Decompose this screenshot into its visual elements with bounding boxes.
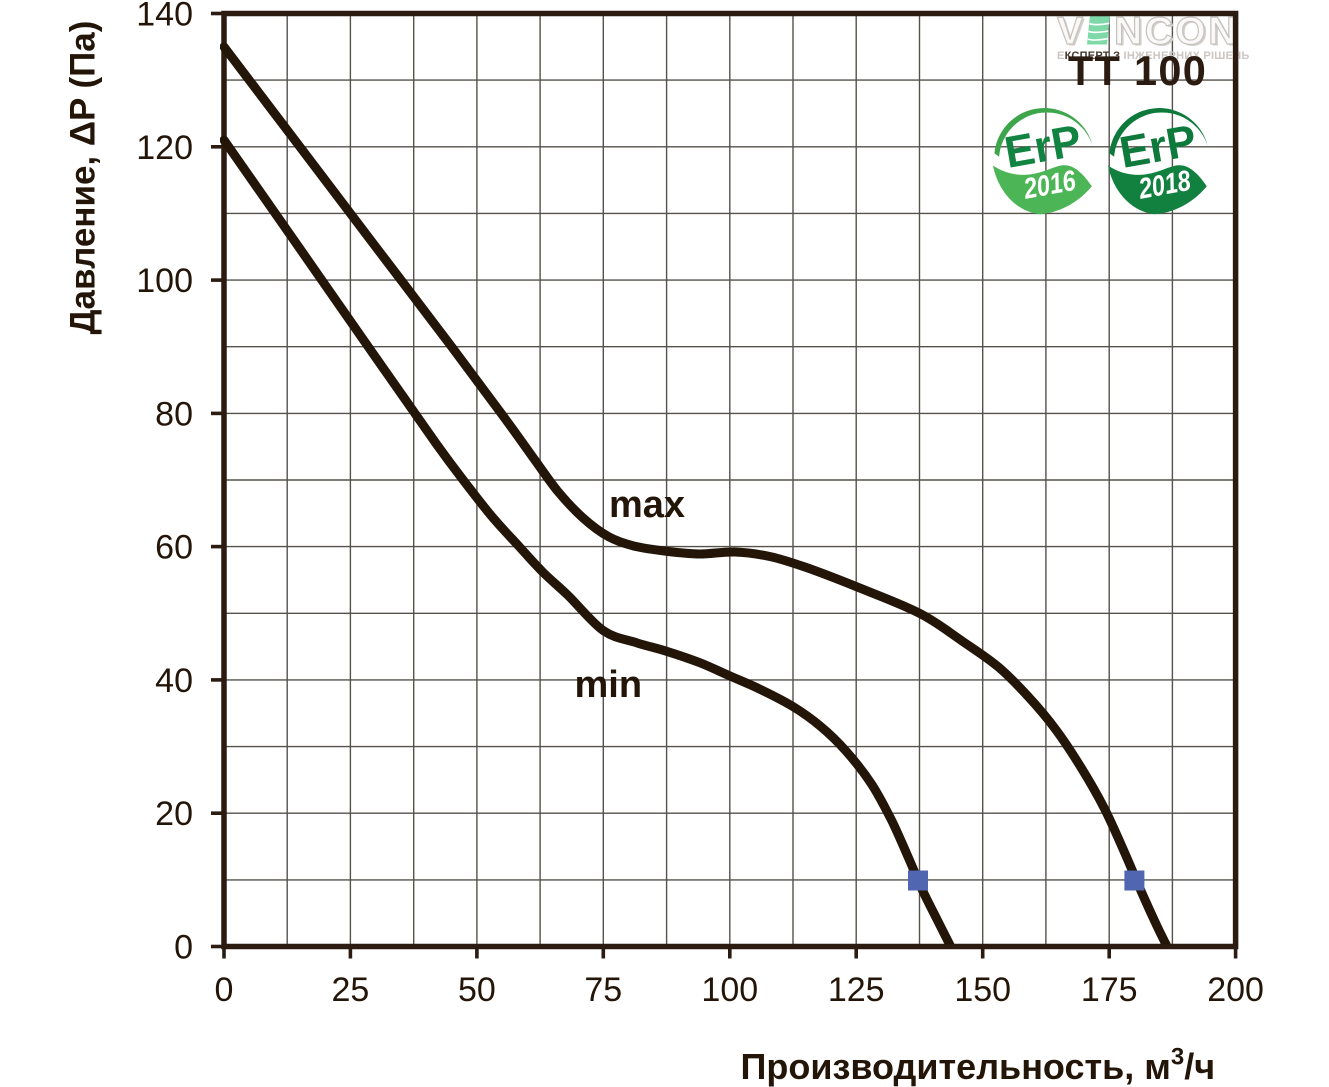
svg-text:TT 100: TT 100 xyxy=(1068,47,1207,94)
svg-text:150: 150 xyxy=(954,971,1011,1009)
svg-text:40: 40 xyxy=(155,662,193,700)
svg-text:175: 175 xyxy=(1081,971,1138,1009)
svg-text:125: 125 xyxy=(828,971,885,1009)
svg-text:0: 0 xyxy=(215,971,234,1009)
svg-text:20: 20 xyxy=(155,795,193,833)
svg-text:ЕКСПЕРТ З ІНЖЕНЕРНИХ РІШЕНЬ: ЕКСПЕРТ З ІНЖЕНЕРНИХ РІШЕНЬ xyxy=(1057,50,1250,62)
svg-text:200: 200 xyxy=(1207,971,1264,1009)
svg-text:Давление, ΔP (Па): Давление, ΔP (Па) xyxy=(64,21,103,335)
svg-text:140: 140 xyxy=(136,0,193,34)
svg-text:120: 120 xyxy=(136,129,193,167)
svg-text:Производительность, м3/ч: Производительность, м3/ч xyxy=(741,1044,1216,1087)
svg-text:max: max xyxy=(609,484,685,526)
svg-text:100: 100 xyxy=(136,262,193,300)
svg-text:100: 100 xyxy=(701,971,758,1009)
svg-text:min: min xyxy=(575,664,643,706)
svg-text:50: 50 xyxy=(458,971,496,1009)
svg-text:25: 25 xyxy=(331,971,369,1009)
svg-text:0: 0 xyxy=(174,929,193,967)
svg-text:75: 75 xyxy=(584,971,622,1009)
svg-text:80: 80 xyxy=(155,395,193,433)
svg-text:60: 60 xyxy=(155,529,193,567)
